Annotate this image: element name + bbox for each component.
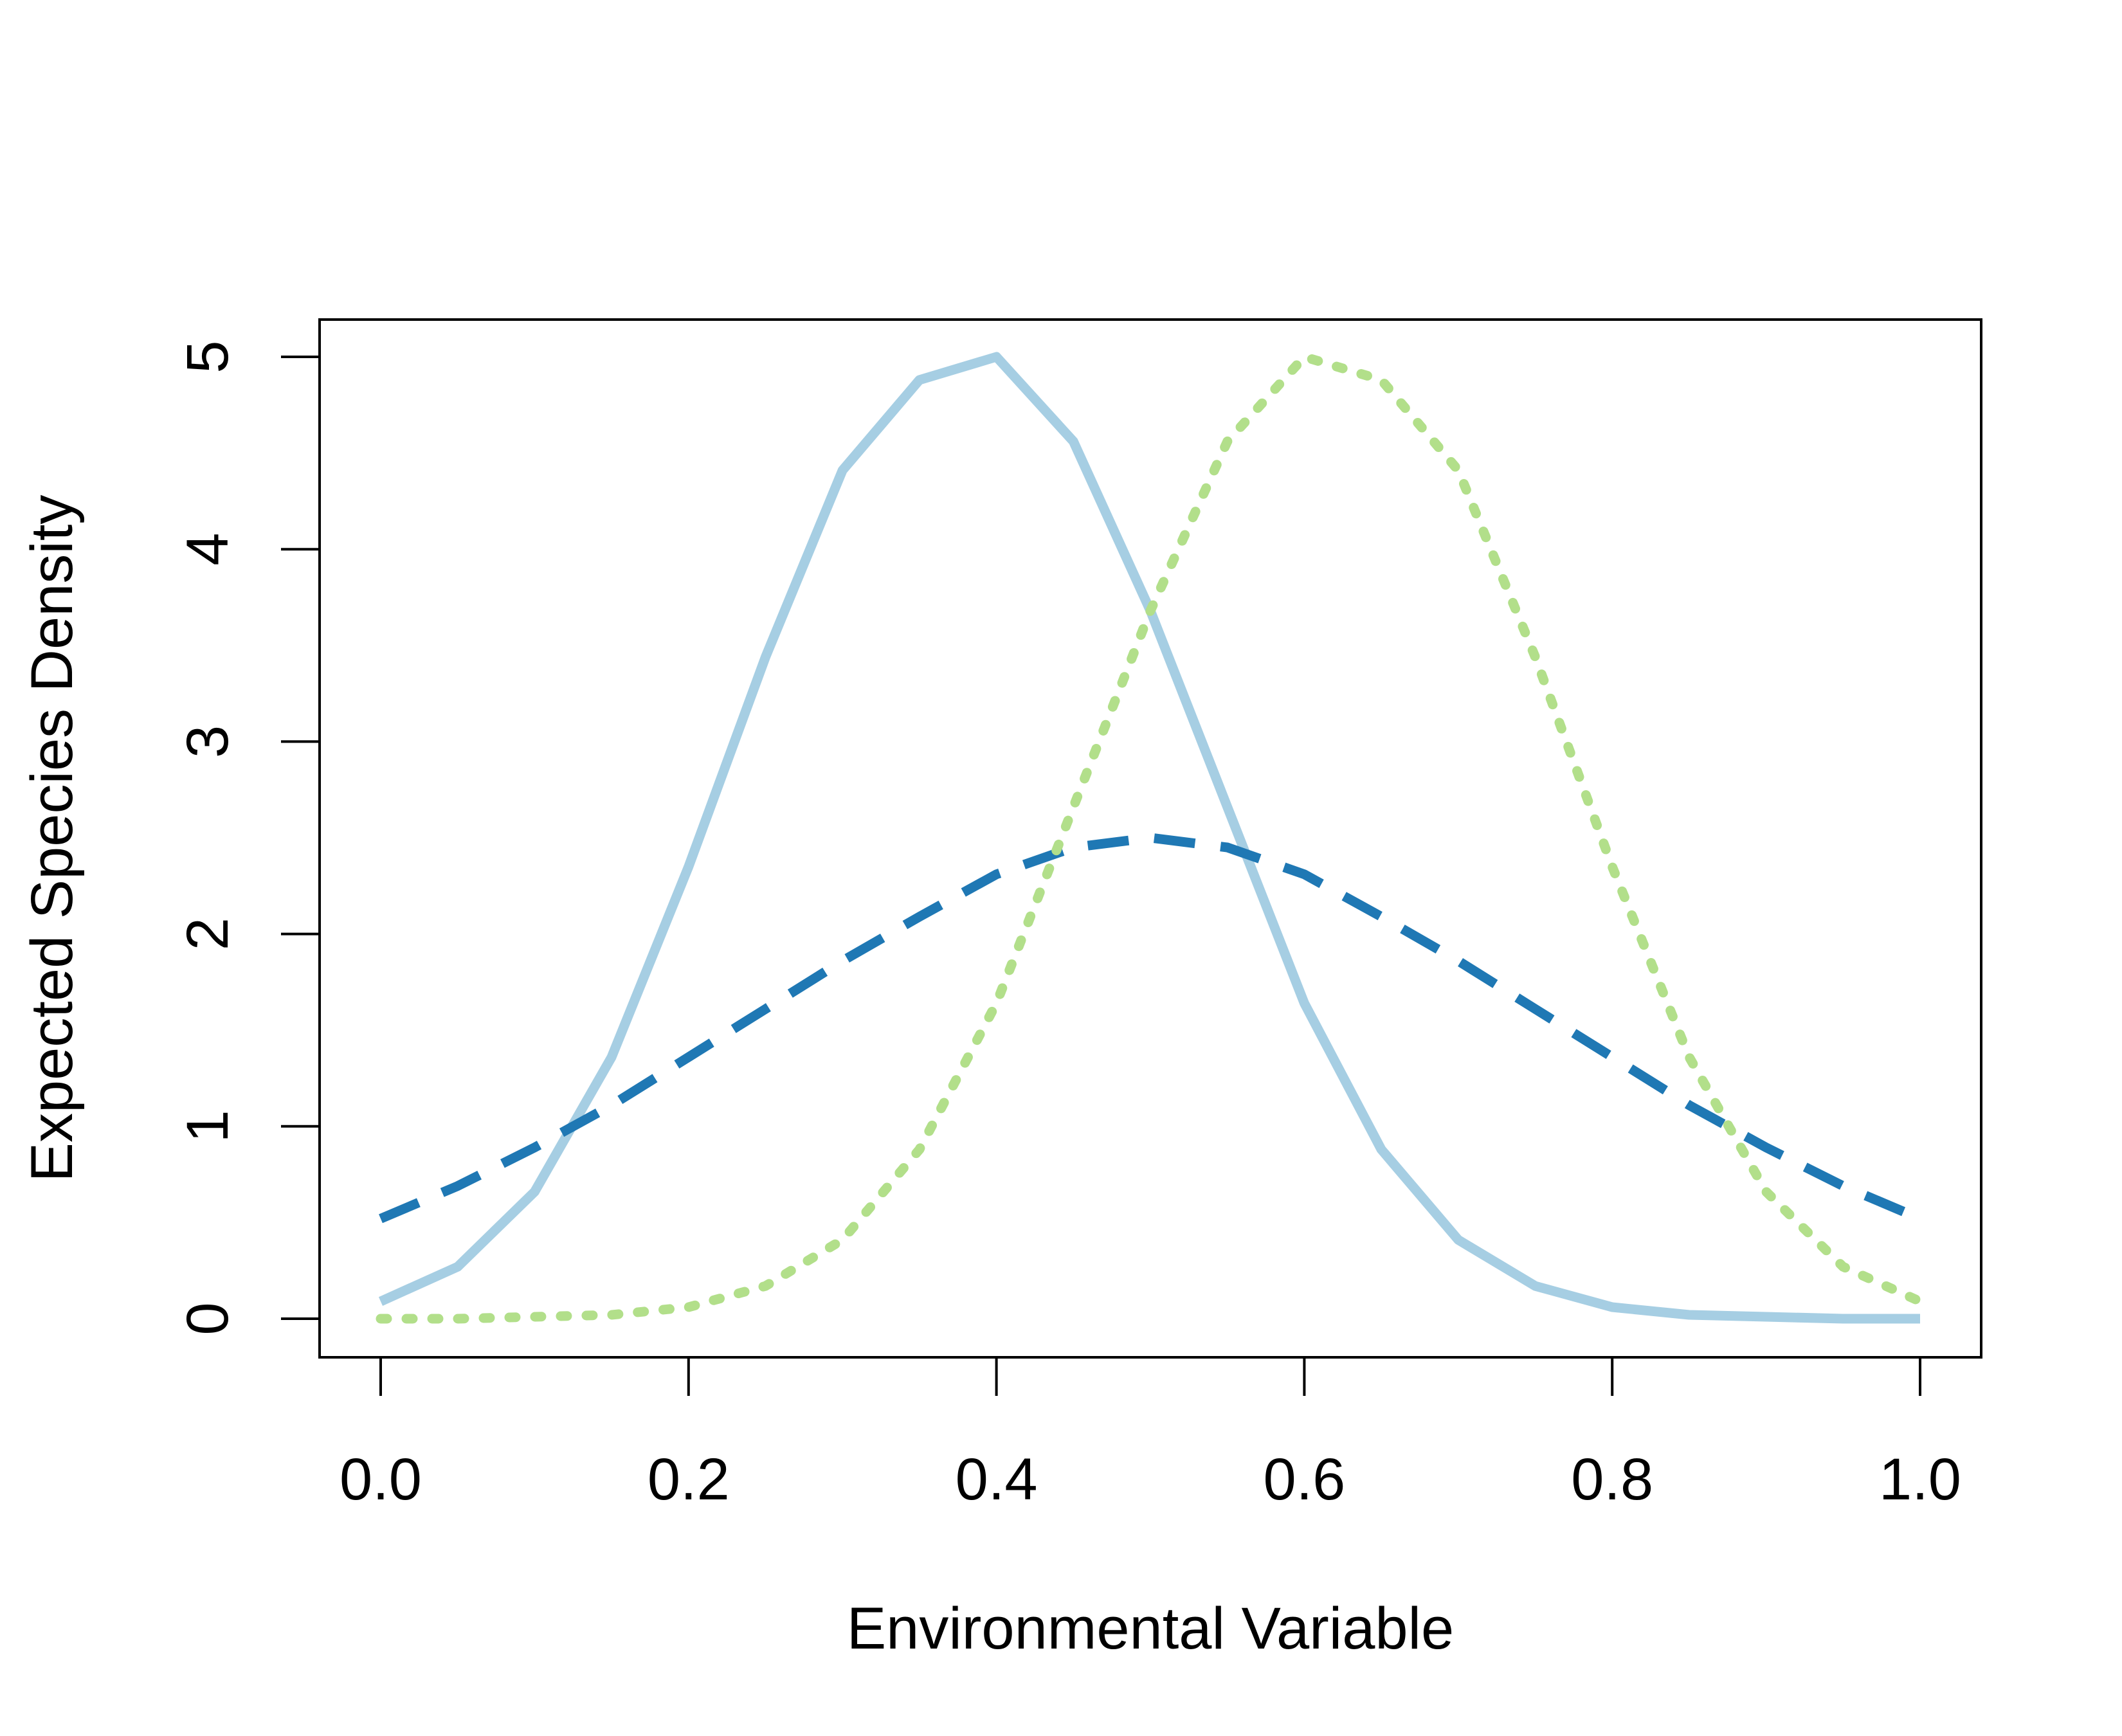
x-axis: 0.0 0.2 0.4 0.6 0.8 1.0 (340, 1356, 1961, 1512)
x-tick-label: 0.0 (340, 1447, 422, 1512)
x-axis-label: Environmental Variable (847, 1596, 1454, 1661)
y-tick-label: 4 (175, 533, 240, 566)
y-tick-label: 0 (175, 1302, 240, 1335)
series-layer (376, 352, 1925, 1324)
x-tick-label: 1.0 (1879, 1447, 1961, 1512)
x-tick-label: 0.6 (1263, 1447, 1345, 1512)
y-tick-label: 2 (175, 918, 240, 950)
y-axis: 0 1 2 3 4 5 (175, 340, 321, 1335)
x-tick-label: 0.8 (1571, 1447, 1653, 1512)
y-tick-label: 5 (175, 340, 240, 373)
y-tick-label: 1 (175, 1110, 240, 1143)
y-tick-label: 3 (175, 725, 240, 758)
series-line-3-dotted (376, 352, 1925, 1324)
series-line-2-dashed (379, 833, 1922, 1224)
y-axis-label: Expected Species Density (19, 495, 85, 1182)
x-tick-label: 0.2 (648, 1447, 730, 1512)
x-tick-label: 0.4 (956, 1447, 1038, 1512)
